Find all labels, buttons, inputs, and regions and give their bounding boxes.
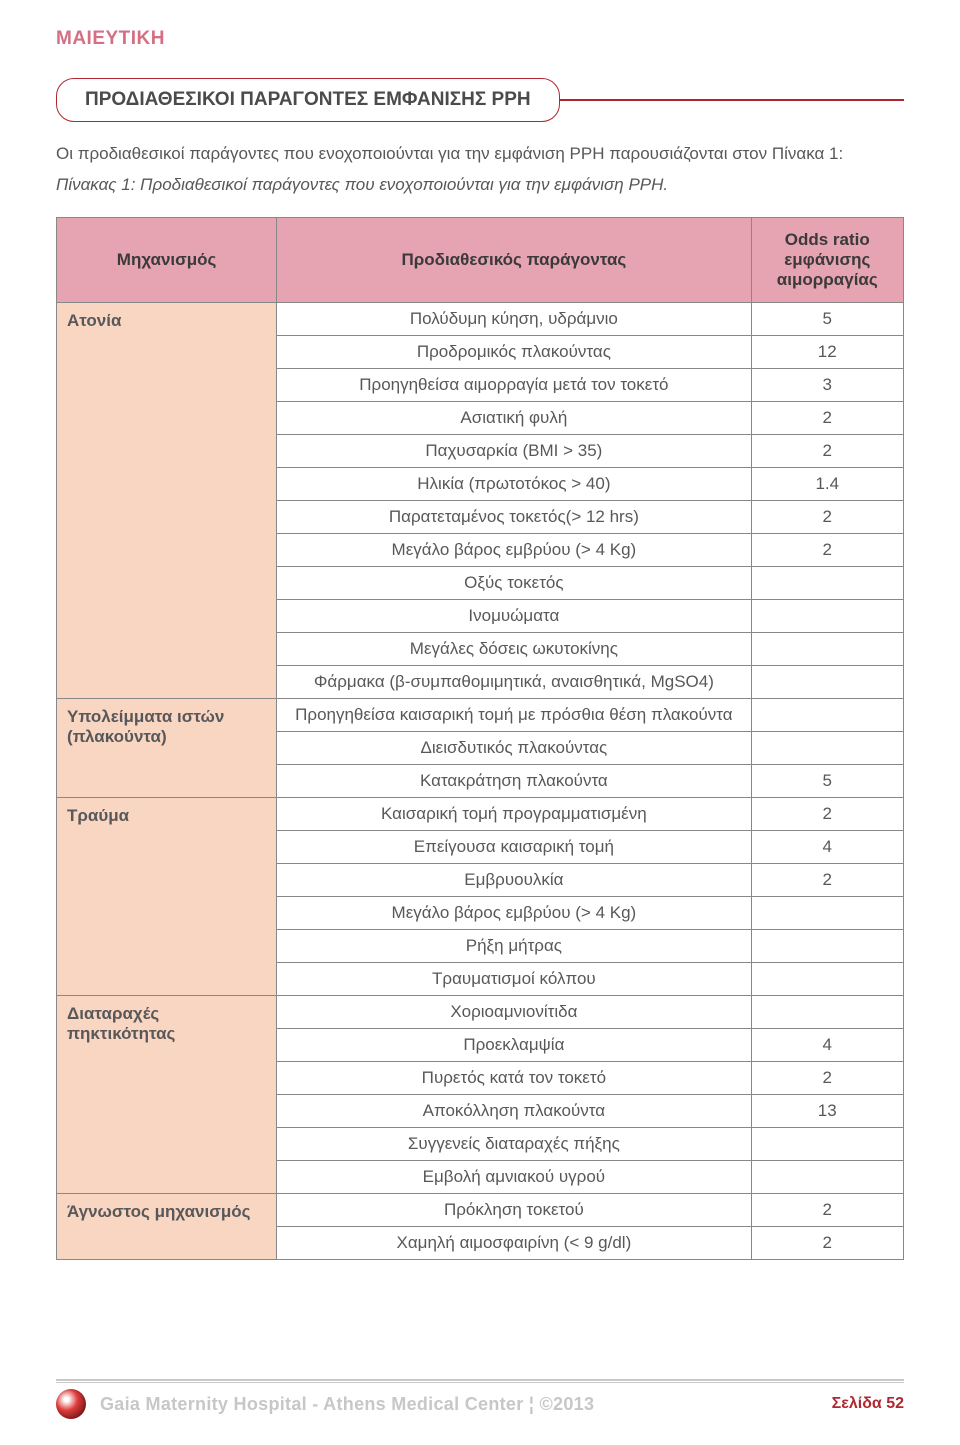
section-title-wrap: ΠΡΟΔΙΑΘΕΣΙΚΟΙ ΠΑΡΑΓΟΝΤΕΣ ΕΜΦΑΝΙΣΗΣ PPH bbox=[56, 78, 904, 122]
table-row: ΑτονίαΠολύδυμη κύηση, υδράμνιο5 bbox=[57, 302, 904, 335]
odds-cell bbox=[751, 698, 903, 731]
factor-cell: Ρήξη μήτρας bbox=[277, 929, 751, 962]
factor-cell: Πολύδυμη κύηση, υδράμνιο bbox=[277, 302, 751, 335]
logo-icon bbox=[56, 1389, 86, 1419]
factor-cell: Μεγάλο βάρος εμβρύου (> 4 Kg) bbox=[277, 533, 751, 566]
page-category: ΜΑΙΕΥΤΙΚΗ bbox=[56, 28, 904, 50]
odds-cell bbox=[751, 1160, 903, 1193]
table-row: ΤραύμαΚαισαρική τομή προγραμματισμένη2 bbox=[57, 797, 904, 830]
odds-cell: 2 bbox=[751, 797, 903, 830]
odds-cell bbox=[751, 929, 903, 962]
col-mechanism: Μηχανισμός bbox=[57, 217, 277, 302]
odds-cell bbox=[751, 632, 903, 665]
footer-text: Gaia Maternity Hospital - Athens Medical… bbox=[100, 1394, 594, 1415]
mechanism-cell: Διαταραχές πηκτικότητας bbox=[57, 995, 277, 1193]
factor-cell: Εμβρυουλκία bbox=[277, 863, 751, 896]
mechanism-cell: Υπολείμματα ιστών (πλακούντα) bbox=[57, 698, 277, 797]
factor-cell: Ηλικία (πρωτοτόκος > 40) bbox=[277, 467, 751, 500]
odds-cell: 2 bbox=[751, 1226, 903, 1259]
table-head: Μηχανισμός Προδιαθεσικός παράγοντας Odds… bbox=[57, 217, 904, 302]
factor-cell: Μεγάλες δόσεις ωκυτοκίνης bbox=[277, 632, 751, 665]
odds-cell bbox=[751, 995, 903, 1028]
factor-cell: Τραυματισμοί κόλπου bbox=[277, 962, 751, 995]
factor-cell: Χοριοαμνιονίτιδα bbox=[277, 995, 751, 1028]
factor-cell: Καισαρική τομή προγραμματισμένη bbox=[277, 797, 751, 830]
factor-cell: Κατακράτηση πλακούντα bbox=[277, 764, 751, 797]
section-title: ΠΡΟΔΙΑΘΕΣΙΚΟΙ ΠΑΡΑΓΟΝΤΕΣ ΕΜΦΑΝΙΣΗΣ PPH bbox=[56, 78, 560, 122]
factor-cell: Παρατεταμένος τοκετός(> 12 hrs) bbox=[277, 500, 751, 533]
factor-cell: Επείγουσα καισαρική τομή bbox=[277, 830, 751, 863]
factor-cell: Προδρομικός πλακούντας bbox=[277, 335, 751, 368]
factor-cell: Πρόκληση τοκετού bbox=[277, 1193, 751, 1226]
factor-cell: Οξύς τοκετός bbox=[277, 566, 751, 599]
factor-cell: Διεισδυτικός πλακούντας bbox=[277, 731, 751, 764]
odds-cell: 2 bbox=[751, 434, 903, 467]
odds-cell bbox=[751, 566, 903, 599]
factor-cell: Αποκόλληση πλακούντα bbox=[277, 1094, 751, 1127]
factor-cell: Φάρμακα (β-συμπαθομιμητικά, αναισθητικά,… bbox=[277, 665, 751, 698]
intro-text: Οι προδιαθεσικοί παράγοντες που ενοχοποι… bbox=[56, 142, 904, 167]
factor-cell: Ινομυώματα bbox=[277, 599, 751, 632]
factor-cell: Ασιατική φυλή bbox=[277, 401, 751, 434]
odds-cell: 1.4 bbox=[751, 467, 903, 500]
odds-cell bbox=[751, 962, 903, 995]
factor-cell: Χαμηλή αιμοσφαιρίνη (< 9 g/dl) bbox=[277, 1226, 751, 1259]
odds-cell: 3 bbox=[751, 368, 903, 401]
col-odds: Odds ratio εμφάνισης αιμορραγίας bbox=[751, 217, 903, 302]
factor-cell: Προηγηθείσα καισαρική τομή με πρόσθια θέ… bbox=[277, 698, 751, 731]
footer-rule bbox=[56, 1379, 904, 1383]
mechanism-cell: Τραύμα bbox=[57, 797, 277, 995]
odds-cell: 2 bbox=[751, 401, 903, 434]
footer-row: Gaia Maternity Hospital - Athens Medical… bbox=[56, 1389, 904, 1419]
odds-cell: 13 bbox=[751, 1094, 903, 1127]
factor-cell: Προηγηθείσα αιμορραγία μετά τον τοκετό bbox=[277, 368, 751, 401]
col-factor: Προδιαθεσικός παράγοντας bbox=[277, 217, 751, 302]
odds-cell: 4 bbox=[751, 1028, 903, 1061]
footer: Gaia Maternity Hospital - Athens Medical… bbox=[56, 1379, 904, 1419]
odds-cell: 5 bbox=[751, 764, 903, 797]
odds-cell: 5 bbox=[751, 302, 903, 335]
section-title-rule bbox=[556, 99, 904, 101]
odds-cell: 12 bbox=[751, 335, 903, 368]
mechanism-cell: Άγνωστος μηχανισμός bbox=[57, 1193, 277, 1259]
mechanism-cell: Ατονία bbox=[57, 302, 277, 698]
table-row: Υπολείμματα ιστών (πλακούντα)Προηγηθείσα… bbox=[57, 698, 904, 731]
odds-cell: 2 bbox=[751, 533, 903, 566]
footer-page: Σελίδα 52 bbox=[832, 1395, 904, 1413]
table-row: Διαταραχές πηκτικότηταςΧοριοαμνιονίτιδα bbox=[57, 995, 904, 1028]
table-caption: Πίνακας 1: Προδιαθεσικοί παράγοντες που … bbox=[56, 175, 904, 195]
odds-cell bbox=[751, 599, 903, 632]
factor-cell: Παχυσαρκία (BMI > 35) bbox=[277, 434, 751, 467]
factor-cell: Προεκλαμψία bbox=[277, 1028, 751, 1061]
odds-cell: 2 bbox=[751, 500, 903, 533]
page: ΜΑΙΕΥΤΙΚΗ ΠΡΟΔΙΑΘΕΣΙΚΟΙ ΠΑΡΑΓΟΝΤΕΣ ΕΜΦΑΝ… bbox=[0, 0, 960, 1445]
odds-cell bbox=[751, 665, 903, 698]
factor-cell: Μεγάλο βάρος εμβρύου (> 4 Kg) bbox=[277, 896, 751, 929]
factor-cell: Εμβολή αμνιακού υγρού bbox=[277, 1160, 751, 1193]
odds-cell bbox=[751, 1127, 903, 1160]
odds-cell: 4 bbox=[751, 830, 903, 863]
factor-cell: Πυρετός κατά τον τοκετό bbox=[277, 1061, 751, 1094]
odds-cell: 2 bbox=[751, 1061, 903, 1094]
risk-factors-table: Μηχανισμός Προδιαθεσικός παράγοντας Odds… bbox=[56, 217, 904, 1260]
odds-cell bbox=[751, 731, 903, 764]
table-body: ΑτονίαΠολύδυμη κύηση, υδράμνιο5Προδρομικ… bbox=[57, 302, 904, 1259]
odds-cell: 2 bbox=[751, 863, 903, 896]
odds-cell: 2 bbox=[751, 1193, 903, 1226]
table-row: Άγνωστος μηχανισμόςΠρόκληση τοκετού2 bbox=[57, 1193, 904, 1226]
factor-cell: Συγγενείς διαταραχές πήξης bbox=[277, 1127, 751, 1160]
odds-cell bbox=[751, 896, 903, 929]
